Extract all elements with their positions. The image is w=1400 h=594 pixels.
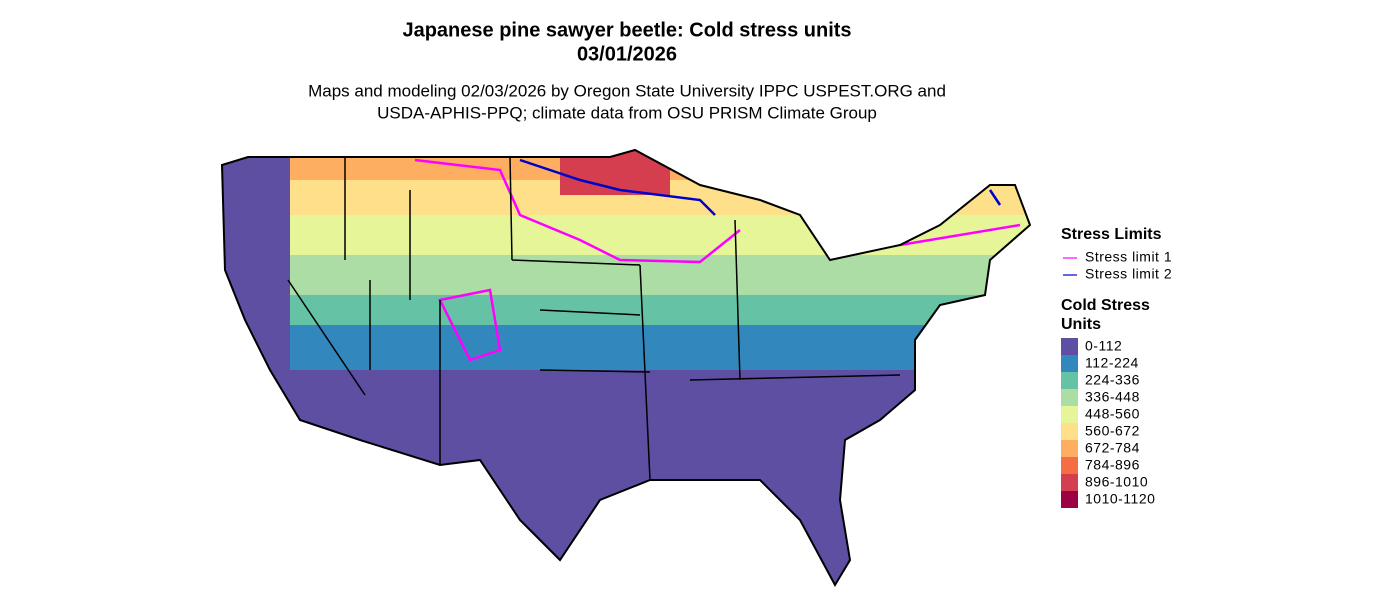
legend-swatch <box>1061 440 1078 457</box>
legend-swatch <box>1061 491 1078 508</box>
subtitle: Maps and modeling 02/03/2026 by Oregon S… <box>308 81 946 100</box>
legend-title: Stress Limits <box>1061 226 1162 243</box>
legend-swatch <box>1061 406 1078 423</box>
legend-label: 336-448 <box>1085 389 1140 405</box>
map-band <box>222 295 1030 325</box>
legend-label: Stress limit 1 <box>1085 249 1172 265</box>
map-band <box>222 255 1030 295</box>
map-band <box>222 370 1030 585</box>
legend-title: Cold Stress <box>1061 297 1150 314</box>
stress-limit-2 <box>519 158 1002 216</box>
legend-label: 784-896 <box>1085 457 1140 473</box>
legend-swatch <box>1061 389 1078 406</box>
map-band <box>222 325 1030 370</box>
legend-label: 0-112 <box>1085 338 1122 354</box>
map-fill <box>222 150 1030 585</box>
legend-label: 448-560 <box>1085 406 1140 422</box>
stress-limit-1 <box>414 158 1021 362</box>
legend-swatch <box>1061 474 1078 491</box>
legend-label: 112-224 <box>1085 355 1139 371</box>
title: Japanese pine sawyer beetle: Cold stress… <box>402 19 851 41</box>
title-date: 03/01/2026 <box>577 43 677 65</box>
legend-label: Stress limit 2 <box>1085 266 1172 282</box>
legend-label: 1010-1120 <box>1085 491 1155 507</box>
legend-swatch <box>1061 338 1078 355</box>
legend-swatch <box>1061 423 1078 440</box>
legend-label: 560-672 <box>1085 423 1140 439</box>
legend-swatch <box>1061 372 1078 389</box>
state-borders <box>287 156 901 481</box>
legend-swatch <box>1061 457 1078 474</box>
subtitle: USDA-APHIS-PPQ; climate data from OSU PR… <box>377 103 877 122</box>
legend-label: 896-1010 <box>1085 474 1148 490</box>
legend-label: 224-336 <box>1085 372 1140 388</box>
legend-label: 672-784 <box>1085 440 1140 456</box>
legend-swatch <box>1061 355 1078 372</box>
map-band <box>222 150 290 585</box>
legend-title: Units <box>1061 316 1101 333</box>
map-band <box>222 215 1030 255</box>
